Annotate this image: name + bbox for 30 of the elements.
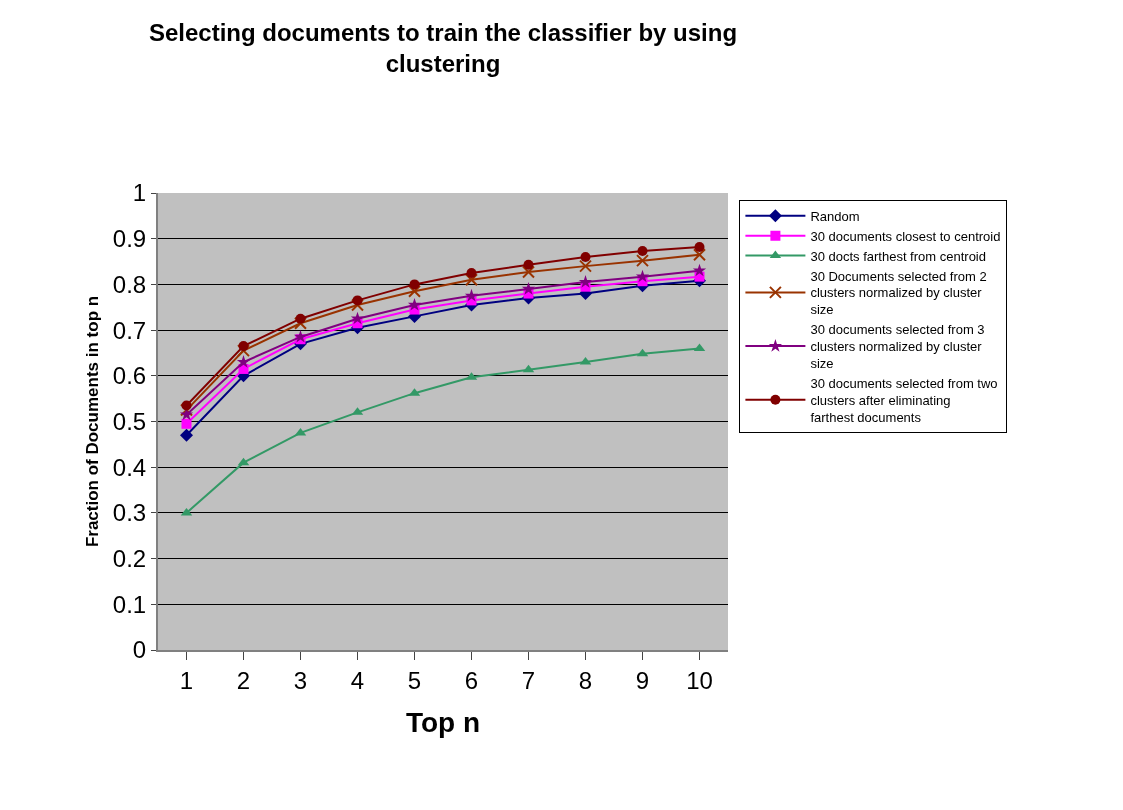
x-tick-label: 4	[350, 666, 365, 694]
x-tick-label: 8	[578, 666, 593, 694]
legend-label: 30 Documents selected from 2 clusters normalized by cluster size	[810, 268, 987, 318]
x-tick-label: 5	[407, 666, 422, 694]
legend-label: 30 docts farthest from centroid	[810, 248, 986, 264]
x-tick-label: 6	[464, 666, 479, 694]
y-tick-label: 0	[132, 636, 147, 664]
y-tick-label: 0.4	[112, 453, 147, 481]
x-tick-label: 10	[686, 666, 713, 694]
x-tick-label: 3	[293, 666, 308, 694]
x-tick-label: 2	[236, 666, 251, 694]
chart-title: Selecting documents to train the classifier by using clustering	[148, 18, 738, 77]
y-tick-label: 0.6	[112, 362, 147, 390]
legend-label: 30 documents closest to centroid	[810, 228, 1001, 244]
x-tick-label: 9	[635, 666, 650, 694]
legend-label: 30 documents selected from 3 clusters normalized by cluster size	[810, 322, 985, 372]
y-tick-label: 0.5	[112, 407, 147, 435]
y-tick-label: 1	[132, 179, 147, 207]
y-tick-label: 0.8	[112, 270, 147, 298]
legend-label: Random	[810, 208, 860, 224]
y-tick-label: 0.1	[112, 590, 147, 618]
legend-label: 30 documents selected from two clusters after eliminating farthest documents	[810, 375, 998, 425]
x-tick-label: 7	[521, 666, 536, 694]
y-axis-title: Fraction of Documents in top n	[82, 295, 102, 548]
y-tick-label: 0.3	[112, 499, 147, 527]
y-tick-label: 0.7	[112, 316, 147, 344]
y-tick-label: 0.2	[112, 545, 147, 572]
x-axis-title: Top n	[405, 707, 481, 739]
x-tick-label: 1	[179, 666, 194, 694]
y-tick-label: 0.9	[112, 225, 147, 253]
